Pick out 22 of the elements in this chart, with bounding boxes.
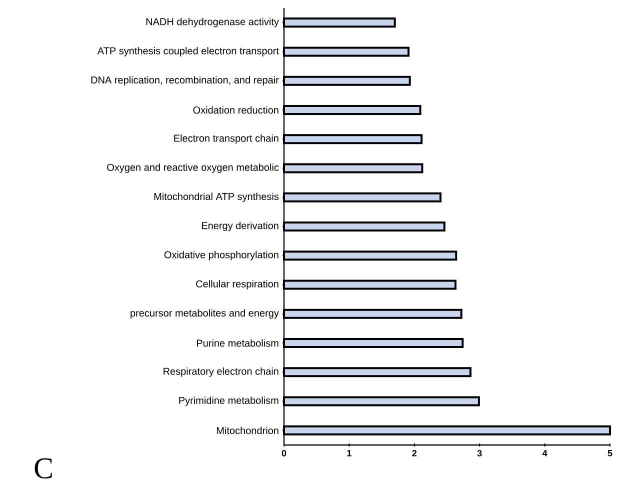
y-tick-label: DNA replication, recombination, and repair [91, 76, 279, 86]
y-tick-label: precursor metabolites and energy [130, 309, 279, 319]
x-tick-label: 4 [542, 450, 548, 456]
y-tick-label: Electron transport chain [174, 134, 278, 144]
x-tick-label: 2 [412, 450, 417, 456]
y-tick-label: Energy derivation [202, 222, 278, 232]
x-tick-label: 0 [282, 450, 286, 456]
y-tick-label: Oxygen and reactive oxygen metabolic [107, 164, 279, 173]
text: C [34, 458, 52, 478]
y-tick-label: Mitochondrial ATP synthesis [154, 192, 279, 202]
y-tick-label: Respiratory electron chain [164, 367, 278, 377]
x-tick-label: 1 [347, 450, 352, 456]
y-tick-label: Pyrimidine metabolism [179, 396, 278, 406]
x-tick-label: 5 [608, 450, 612, 456]
y-tick-label: Oxidative phosphorylation [164, 250, 278, 260]
y-tick-label: ATP synthesis coupled electron transport [97, 47, 279, 56]
y-tick-label: Mitochondrion [216, 426, 278, 434]
y-tick-label: Purine metabolism [196, 339, 278, 347]
y-tick-label: NADH dehydrogenase activity [146, 18, 279, 28]
x-tick-label: 3 [477, 450, 482, 456]
y-tick-label: Oxidation reduction [193, 106, 278, 114]
y-tick-label: Cellular respiration [196, 280, 278, 290]
